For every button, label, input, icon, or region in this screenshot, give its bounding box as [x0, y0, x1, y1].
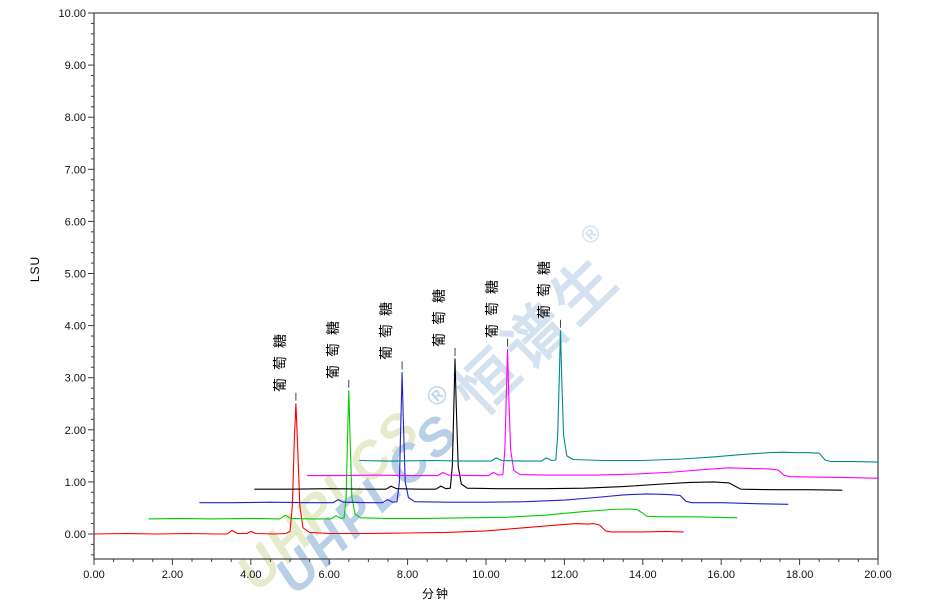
- x-tick-label: 6.00: [318, 569, 339, 581]
- peak-label-teal: 葡萄糖: [536, 252, 553, 319]
- trace-black: [254, 358, 843, 491]
- peak-label-green: 葡萄糖: [324, 312, 341, 379]
- y-tick-label: 7.00: [65, 164, 86, 176]
- x-tick-label: 0.00: [83, 569, 104, 581]
- x-tick-label: 4.00: [240, 569, 261, 581]
- x-tick-label: 10.00: [472, 569, 500, 581]
- x-axis-title: 分钟: [422, 587, 451, 601]
- x-tick-label: 2.00: [162, 569, 183, 581]
- x-tick-label: 20.00: [864, 569, 892, 581]
- trace-green: [148, 390, 738, 520]
- y-tick-label: 5.00: [65, 269, 86, 281]
- trace-magenta: [307, 349, 879, 479]
- peak-label-red: 葡萄糖: [271, 325, 288, 392]
- y-tick-label: 3.00: [65, 373, 86, 385]
- y-tick-label: 10.00: [58, 8, 86, 20]
- y-tick-label: 2.00: [65, 425, 86, 437]
- trace-blue: [199, 371, 789, 505]
- peak-label-black: 葡萄糖: [431, 280, 448, 347]
- x-tick-label: 8.00: [397, 569, 418, 581]
- peak-label-blue: 葡萄糖: [378, 294, 395, 361]
- y-tick-label: 6.00: [65, 216, 86, 228]
- peak-label-magenta: 葡萄糖: [483, 271, 500, 338]
- x-tick-label: 12.00: [551, 569, 579, 581]
- y-tick-label: 9.00: [65, 60, 86, 72]
- trace-red: [93, 403, 684, 535]
- trace-teal: [359, 330, 879, 463]
- x-tick-label: 18.00: [786, 569, 814, 581]
- y-axis-title: LSU: [28, 255, 43, 283]
- y-tick-label: 8.00: [65, 112, 86, 124]
- y-tick-label: 4.00: [65, 321, 86, 333]
- x-tick-label: 16.00: [707, 569, 735, 581]
- y-tick-label: 0.00: [65, 529, 86, 541]
- x-tick-label: 14.00: [629, 569, 657, 581]
- y-tick-label: 1.00: [65, 477, 86, 489]
